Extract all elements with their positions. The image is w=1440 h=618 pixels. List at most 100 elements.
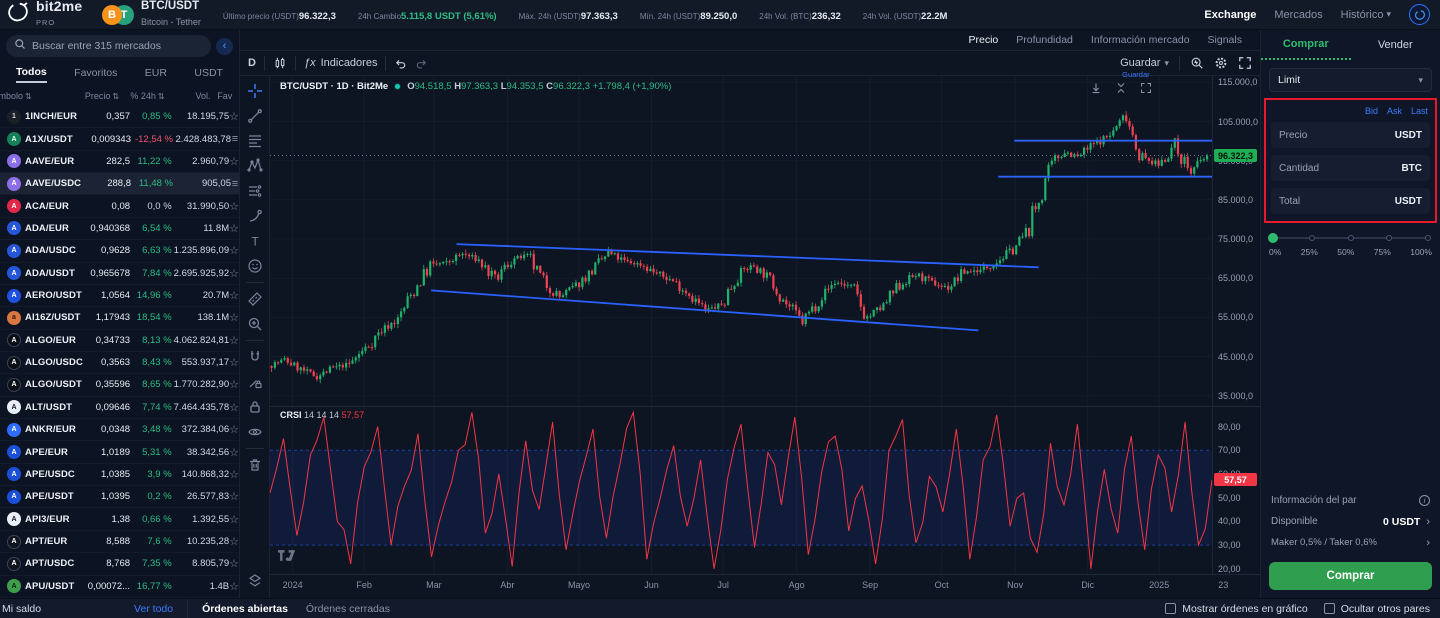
- favorite-star-icon[interactable]: ☆: [229, 111, 239, 124]
- brush-icon[interactable]: [244, 207, 266, 225]
- search-input[interactable]: [32, 40, 203, 52]
- market-row[interactable]: A APT/USDC 8,768 7,35 % 8.805,79 ☆: [0, 553, 239, 576]
- slider-dot[interactable]: [1347, 235, 1354, 241]
- redo-button[interactable]: [415, 57, 428, 70]
- market-row[interactable]: A ADA/USDT 0,965678 7,84 % 2.695.925,92 ☆: [0, 263, 239, 285]
- show-orders-checkbox[interactable]: Mostrar órdenes en gráfico: [1165, 603, 1308, 615]
- link-bid[interactable]: Bid: [1364, 106, 1378, 116]
- remove-icon[interactable]: [244, 456, 266, 474]
- crosshair-icon[interactable]: [244, 82, 266, 100]
- measure-icon[interactable]: [244, 290, 266, 308]
- market-row[interactable]: A ALGO/USDC 0,3563 8,43 % 553.937,17 ☆: [0, 352, 239, 375]
- pair-info-row[interactable]: Información del par i: [1271, 490, 1430, 511]
- nav-item-exchange[interactable]: Exchange: [1204, 8, 1257, 21]
- pane-divider[interactable]: [270, 406, 1260, 407]
- market-row[interactable]: A ANKR/EUR 0,0348 3,48 % 372.384,06 ☆: [0, 419, 239, 442]
- favorite-star-icon[interactable]: ☆: [229, 312, 239, 325]
- favorite-star-icon[interactable]: ☆: [229, 357, 239, 370]
- market-row[interactable]: A ADA/USDC 0,9628 6,63 % 1.235.896,09 ☆: [0, 240, 239, 263]
- input-cantidad[interactable]: Cantidad BTC: [1271, 155, 1430, 181]
- slider-dot[interactable]: [1308, 235, 1315, 241]
- tab-todos[interactable]: Todos: [16, 66, 47, 83]
- market-row[interactable]: A AAVE/USDC 288,8 11,48 % 905,05 ≡: [0, 173, 239, 196]
- open-orders-tab[interactable]: Órdenes abiertas: [202, 602, 288, 615]
- slider-handle[interactable]: [1268, 233, 1278, 243]
- market-row[interactable]: 1 1INCH/EUR 0,357 0,85 % 18.195,75 ☆: [0, 106, 239, 129]
- fees-row[interactable]: Maker 0,5% / Taker 0,6% ›: [1271, 536, 1430, 549]
- buy-tab[interactable]: Comprar: [1261, 30, 1351, 60]
- market-row[interactable]: A AERO/USDT 1,0564 14,96 % 20.7M ☆: [0, 285, 239, 308]
- market-row[interactable]: A API3/EUR 1,38 0,66 % 1.392,55 ☆: [0, 508, 239, 531]
- favorite-star-icon[interactable]: ☆: [229, 245, 239, 258]
- market-row[interactable]: A A1X/USDT 0,009343 -12,54 % 2.428.483,78 ≡: [0, 128, 239, 151]
- slider-dot[interactable]: [1386, 235, 1393, 241]
- candle-style-button[interactable]: [273, 56, 287, 70]
- chart-tab-signals[interactable]: Signals: [1207, 34, 1242, 46]
- list-icon[interactable]: ≡: [231, 177, 239, 190]
- favorite-star-icon[interactable]: ☆: [229, 334, 239, 347]
- favorite-star-icon[interactable]: ☆: [229, 222, 239, 235]
- timeframe-button[interactable]: D: [248, 57, 256, 69]
- collapse-pane-icon[interactable]: [1111, 80, 1131, 96]
- input-total[interactable]: Total USDT: [1271, 188, 1430, 214]
- market-row[interactable]: a AI16Z/USDT 1,17943 18,54 % 138.1M ☆: [0, 307, 239, 330]
- favorite-star-icon[interactable]: ☆: [229, 536, 239, 548]
- favorite-star-icon[interactable]: ☆: [229, 468, 239, 481]
- market-row[interactable]: A ALGO/EUR 0,34733 8,13 % 4.062.824,81 ☆: [0, 330, 239, 352]
- lock-all-icon[interactable]: [244, 398, 266, 416]
- market-row[interactable]: A APU/USDT 0,00072... 16,77 % 1.4B ☆: [0, 576, 239, 598]
- favorite-star-icon[interactable]: ☆: [229, 155, 239, 168]
- market-row[interactable]: A APT/EUR 8,588 7,6 % 10.235,28 ☆: [0, 531, 239, 554]
- slider-dot[interactable]: [1425, 235, 1431, 241]
- save-layout-button[interactable]: Guardar ▾ Guardar: [1120, 57, 1169, 79]
- market-row[interactable]: A APE/EUR 1,0189 5,31 % 38.342,56 ☆: [0, 441, 239, 464]
- time-axis[interactable]: 2024 Feb Mar Abr Mayo Jun Jul Ago Sep Oct Nov Dic 20…: [270, 574, 1260, 598]
- link-last[interactable]: Last: [1410, 106, 1428, 116]
- object-tree-icon[interactable]: [244, 572, 266, 590]
- favorite-star-icon[interactable]: ☆: [229, 513, 239, 526]
- market-row[interactable]: A ALGO/USDT 0,35596 8,65 % 1.770.282,90 ☆: [0, 374, 239, 397]
- sidebar-collapse-button[interactable]: ‹: [216, 37, 233, 55]
- magnet-icon[interactable]: [244, 348, 266, 366]
- favorite-star-icon[interactable]: ☆: [229, 446, 239, 459]
- price-pane[interactable]: BTC/USDT · 1D · Bit2Me O94.518,5 H97.363…: [270, 76, 1212, 406]
- market-row[interactable]: A ACA/EUR 0,08 0,0 % 31.990,50 ☆: [0, 195, 239, 218]
- indicators-button[interactable]: ƒx Indicadores: [303, 57, 378, 69]
- xabcd-pattern-icon[interactable]: [244, 157, 266, 175]
- order-type-select[interactable]: Limit ▾: [1269, 68, 1432, 92]
- fullscreen-icon[interactable]: [1238, 56, 1252, 70]
- column-symbol[interactable]: Símbolo⇅: [0, 91, 32, 101]
- available-row[interactable]: Disponible 0 USDT ›: [1271, 515, 1430, 528]
- settings-gear-icon[interactable]: [1214, 56, 1228, 70]
- favorite-star-icon[interactable]: ☆: [229, 424, 239, 437]
- column-price[interactable]: Precio ⇅: [84, 91, 120, 101]
- price-axis[interactable]: 115.000,0105.000,095.000,085.000,075.000…: [1212, 76, 1260, 574]
- closed-orders-tab[interactable]: Órdenes cerradas: [305, 602, 390, 615]
- nav-item-mercados[interactable]: Mercados: [1274, 8, 1323, 21]
- submit-buy-button[interactable]: Comprar: [1269, 562, 1432, 590]
- scroll-to-recent-icon[interactable]: [1086, 80, 1106, 96]
- forecast-icon[interactable]: [244, 182, 266, 200]
- tab-favoritos[interactable]: Favoritos: [74, 66, 118, 79]
- account-avatar[interactable]: [1409, 4, 1430, 25]
- market-row[interactable]: A APE/USDT 1,0395 0,2 % 26.577,83 ☆: [0, 486, 239, 509]
- rsi-pane[interactable]: CRSI 14 14 14 57,57: [269, 406, 1213, 574]
- favorite-star-icon[interactable]: ☆: [229, 290, 239, 303]
- maximize-pane-icon[interactable]: [1136, 80, 1156, 96]
- tradingview-logo[interactable]: [278, 548, 296, 566]
- favorite-star-icon[interactable]: ☆: [229, 401, 239, 414]
- drawing-lock-icon[interactable]: [244, 373, 266, 391]
- input-precio[interactable]: Precio USDT: [1271, 122, 1430, 148]
- balance-label[interactable]: Mi saldo: [2, 602, 42, 615]
- favorite-star-icon[interactable]: ☆: [229, 200, 239, 213]
- brand[interactable]: bit2me PRO: [0, 0, 96, 30]
- tab-eur[interactable]: EUR: [144, 66, 167, 79]
- hide-pairs-checkbox[interactable]: Ocultar otros pares: [1323, 603, 1430, 615]
- zoom-in-icon[interactable]: [244, 315, 266, 333]
- text-icon[interactable]: T: [244, 232, 266, 250]
- favorite-star-icon[interactable]: ☆: [229, 580, 239, 593]
- favorite-star-icon[interactable]: ☆: [229, 558, 239, 571]
- emoji-icon[interactable]: [244, 257, 266, 275]
- chart-tab-precio[interactable]: Precio: [968, 34, 999, 46]
- quick-search-icon[interactable]: [1190, 56, 1204, 70]
